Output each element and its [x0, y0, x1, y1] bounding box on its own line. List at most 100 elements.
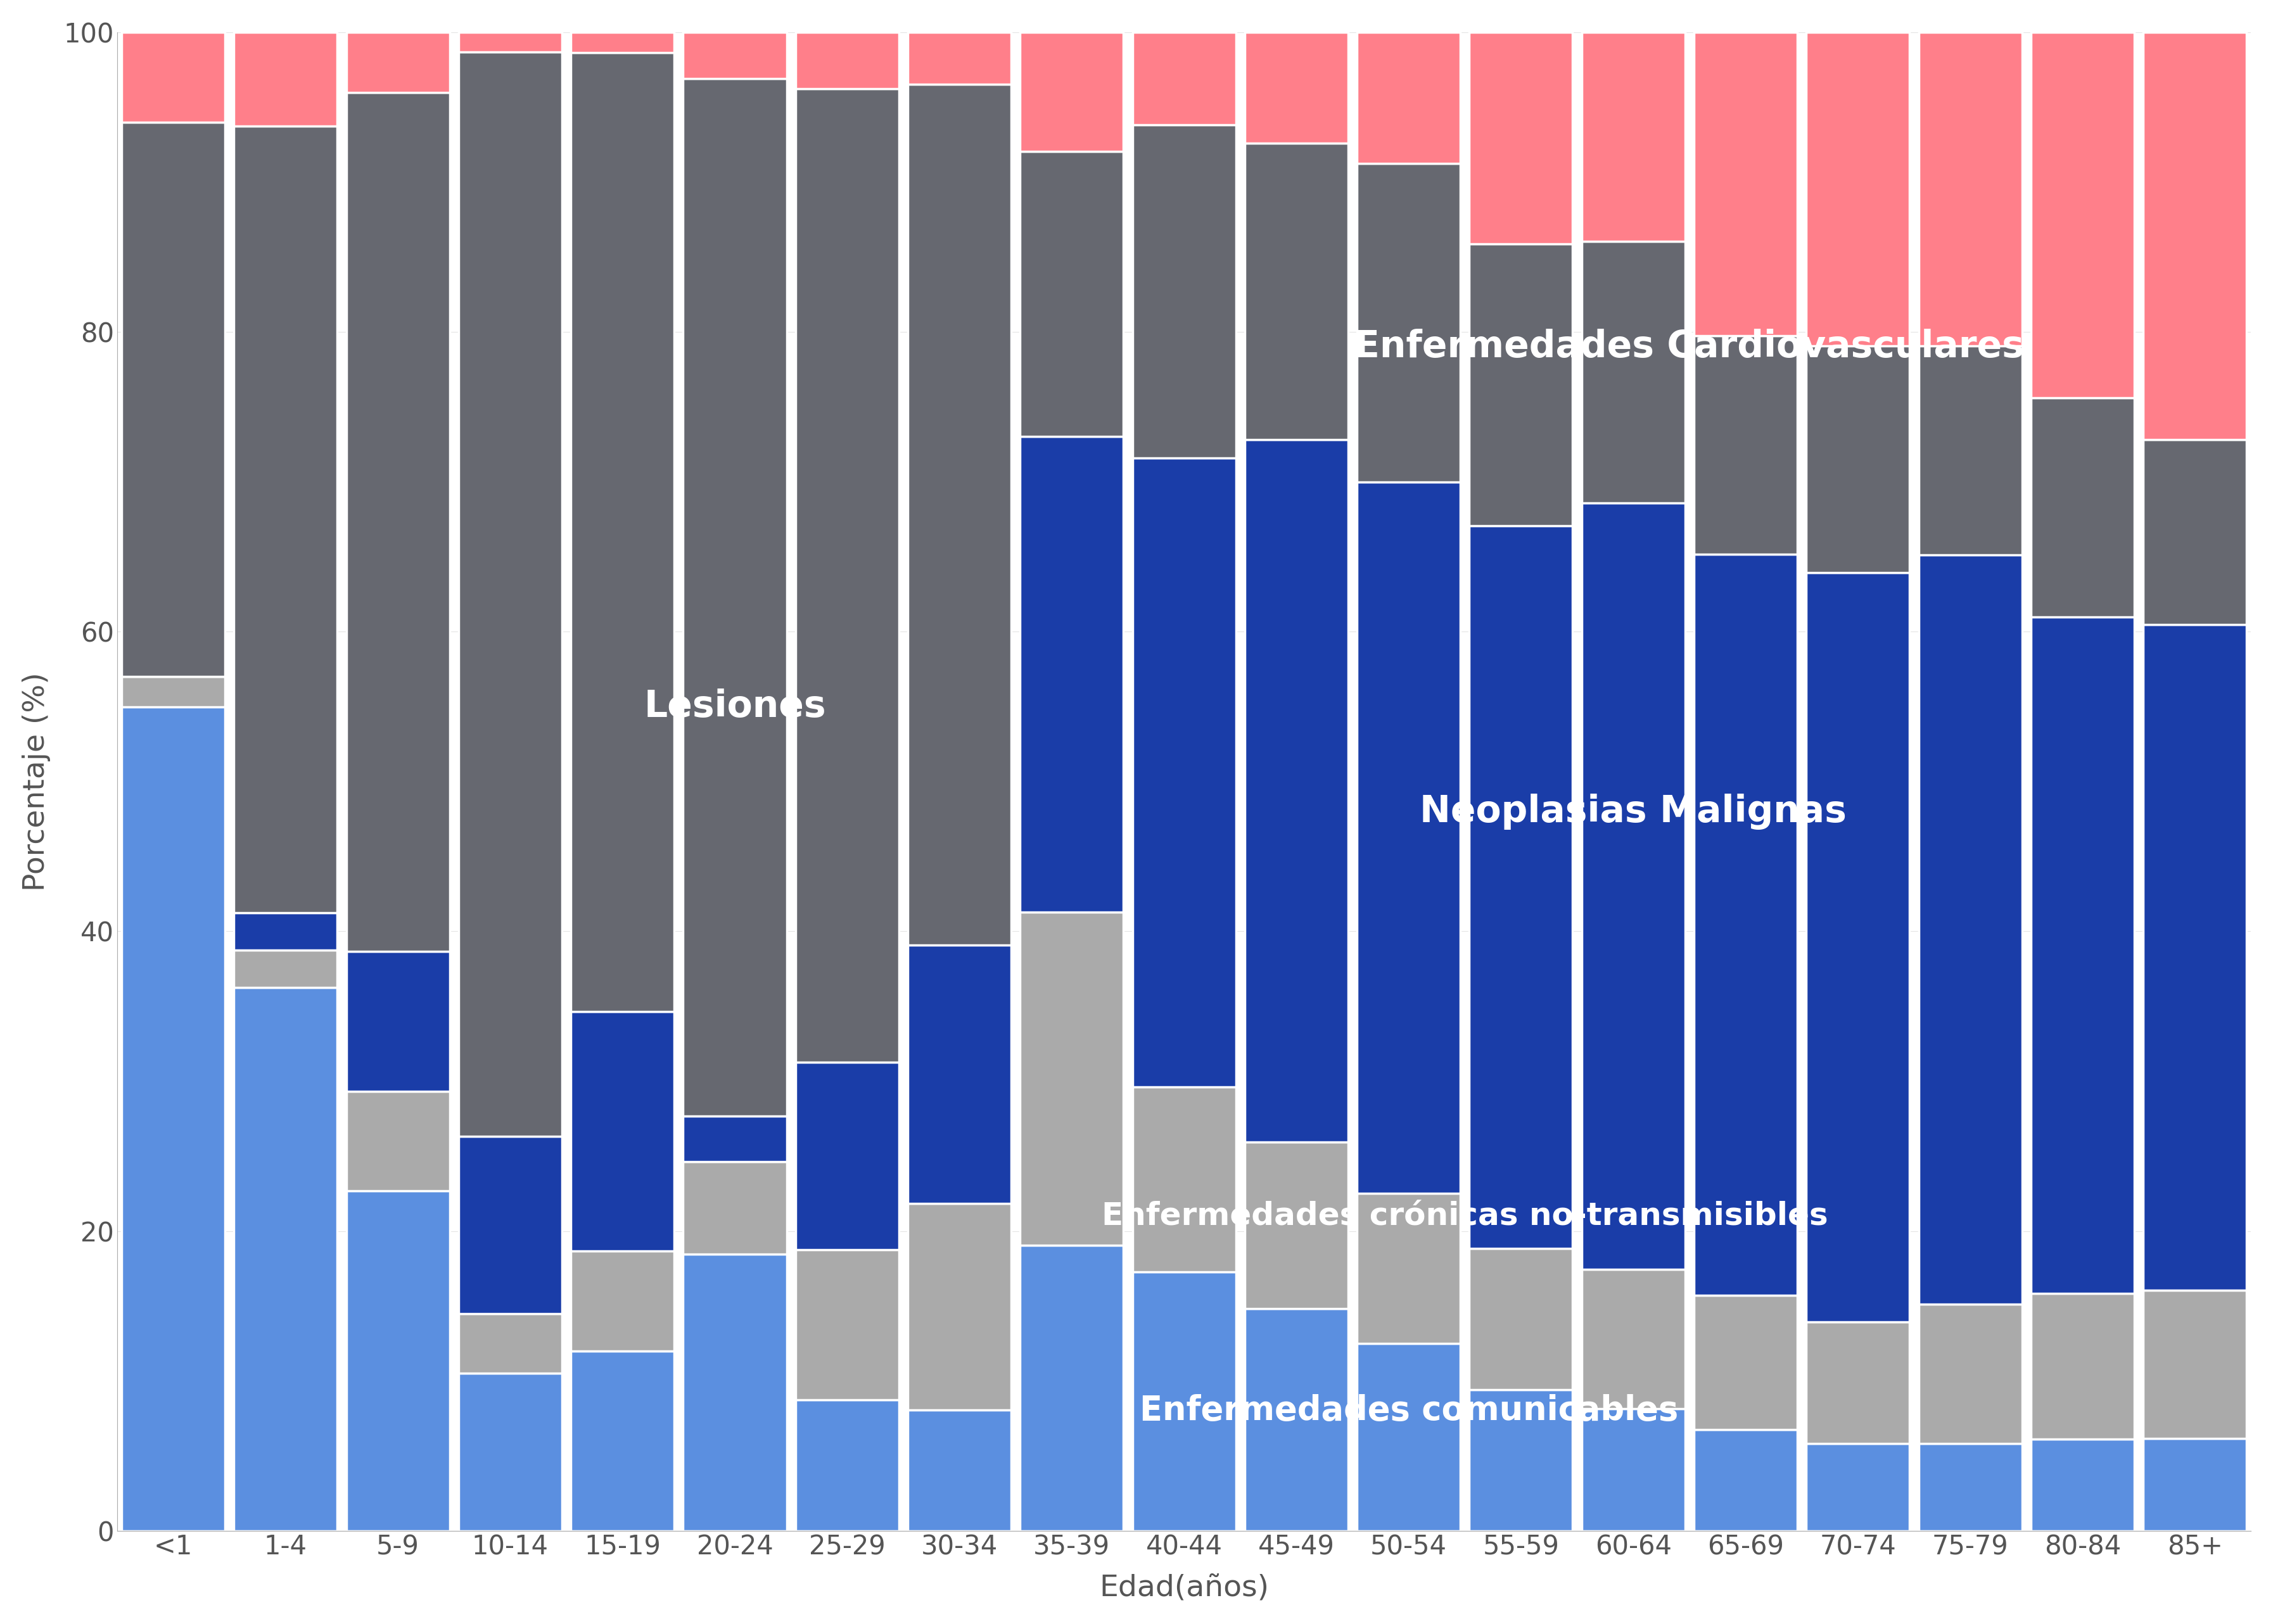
Bar	[1582, 1408, 1684, 1531]
Bar	[2143, 1439, 2246, 1531]
Bar	[1132, 458, 1237, 1086]
Bar	[1468, 32, 1573, 244]
Bar	[1132, 125, 1237, 458]
Bar	[1693, 336, 1798, 554]
Bar	[1468, 1249, 1573, 1390]
Bar	[2030, 1439, 2134, 1531]
Bar	[1807, 346, 1909, 573]
Bar	[1357, 1194, 1459, 1343]
Bar	[796, 1062, 898, 1250]
Bar	[684, 78, 786, 1116]
Bar	[684, 1116, 786, 1161]
Bar	[796, 1250, 898, 1400]
Bar	[459, 32, 561, 52]
Bar	[2143, 624, 2246, 1289]
Bar	[2143, 32, 2246, 440]
Bar	[1918, 1444, 2023, 1531]
Bar	[1357, 482, 1459, 1194]
Bar	[1807, 1322, 1909, 1444]
Bar	[345, 32, 450, 93]
Bar	[1021, 151, 1123, 437]
Bar	[796, 89, 898, 1062]
Bar	[345, 1091, 450, 1190]
Bar	[571, 1012, 675, 1250]
Bar	[1918, 555, 2023, 1304]
Bar	[1357, 1343, 1459, 1531]
Bar	[1918, 32, 2023, 346]
Text: Enfermedades crónicas no-transmisibles: Enfermedades crónicas no-transmisibles	[1102, 1200, 1827, 1231]
Bar	[123, 32, 225, 122]
Bar	[1021, 32, 1123, 151]
Text: Enfermedades Cardiovasculares: Enfermedades Cardiovasculares	[1355, 330, 2025, 365]
Bar	[1582, 242, 1684, 503]
Bar	[796, 32, 898, 89]
Bar	[1918, 1304, 2023, 1444]
Bar	[1468, 1390, 1573, 1531]
Bar	[571, 32, 675, 52]
Bar	[234, 32, 336, 127]
Bar	[459, 52, 561, 1137]
Bar	[2030, 617, 2134, 1293]
Bar	[1807, 1444, 1909, 1531]
Bar	[1357, 32, 1459, 164]
Bar	[1693, 1294, 1798, 1429]
Bar	[907, 1203, 1011, 1410]
Bar	[571, 1351, 675, 1531]
Y-axis label: Porcentaje (%): Porcentaje (%)	[23, 672, 50, 892]
Bar	[684, 1161, 786, 1254]
Bar	[1132, 32, 1237, 125]
Bar	[571, 1250, 675, 1351]
Bar	[796, 1400, 898, 1531]
Bar	[459, 1314, 561, 1372]
Bar	[1807, 573, 1909, 1322]
Bar	[1693, 554, 1798, 1294]
Bar	[1246, 1309, 1348, 1531]
Bar	[234, 950, 336, 987]
Bar	[1246, 32, 1348, 143]
Bar	[1021, 913, 1123, 1246]
Bar	[1468, 526, 1573, 1249]
Bar	[1693, 1429, 1798, 1531]
Bar	[2143, 440, 2246, 624]
Bar	[123, 706, 225, 1531]
Bar	[1582, 32, 1684, 242]
Bar	[1918, 346, 2023, 555]
Bar	[1693, 32, 1798, 336]
Text: Neoplasias Malignas: Neoplasias Malignas	[1421, 794, 1846, 830]
Bar	[345, 93, 450, 952]
Bar	[123, 677, 225, 706]
Bar	[1246, 1142, 1348, 1309]
Text: Lesiones: Lesiones	[643, 689, 825, 724]
Bar	[1357, 164, 1459, 482]
Bar	[459, 1372, 561, 1531]
Bar	[1132, 1272, 1237, 1531]
Bar	[907, 84, 1011, 945]
X-axis label: Edad(años): Edad(años)	[1100, 1574, 1268, 1601]
Text: Enfermedades comunicables: Enfermedades comunicables	[1139, 1395, 1677, 1427]
Bar	[2030, 32, 2134, 398]
Bar	[1468, 244, 1573, 526]
Bar	[345, 952, 450, 1091]
Bar	[234, 127, 336, 913]
Bar	[1021, 1246, 1123, 1531]
Bar	[1246, 440, 1348, 1142]
Bar	[1582, 1270, 1684, 1408]
Bar	[1582, 503, 1684, 1270]
Bar	[1132, 1086, 1237, 1272]
Bar	[2030, 1293, 2134, 1439]
Bar	[907, 32, 1011, 84]
Bar	[345, 1190, 450, 1531]
Bar	[123, 122, 225, 677]
Bar	[234, 987, 336, 1531]
Bar	[571, 52, 675, 1012]
Bar	[459, 1137, 561, 1314]
Bar	[1807, 32, 1909, 346]
Bar	[234, 913, 336, 950]
Bar	[2030, 398, 2134, 617]
Bar	[684, 1254, 786, 1531]
Bar	[2143, 1289, 2246, 1439]
Bar	[1021, 437, 1123, 913]
Bar	[907, 1410, 1011, 1531]
Bar	[684, 32, 786, 78]
Bar	[1246, 143, 1348, 440]
